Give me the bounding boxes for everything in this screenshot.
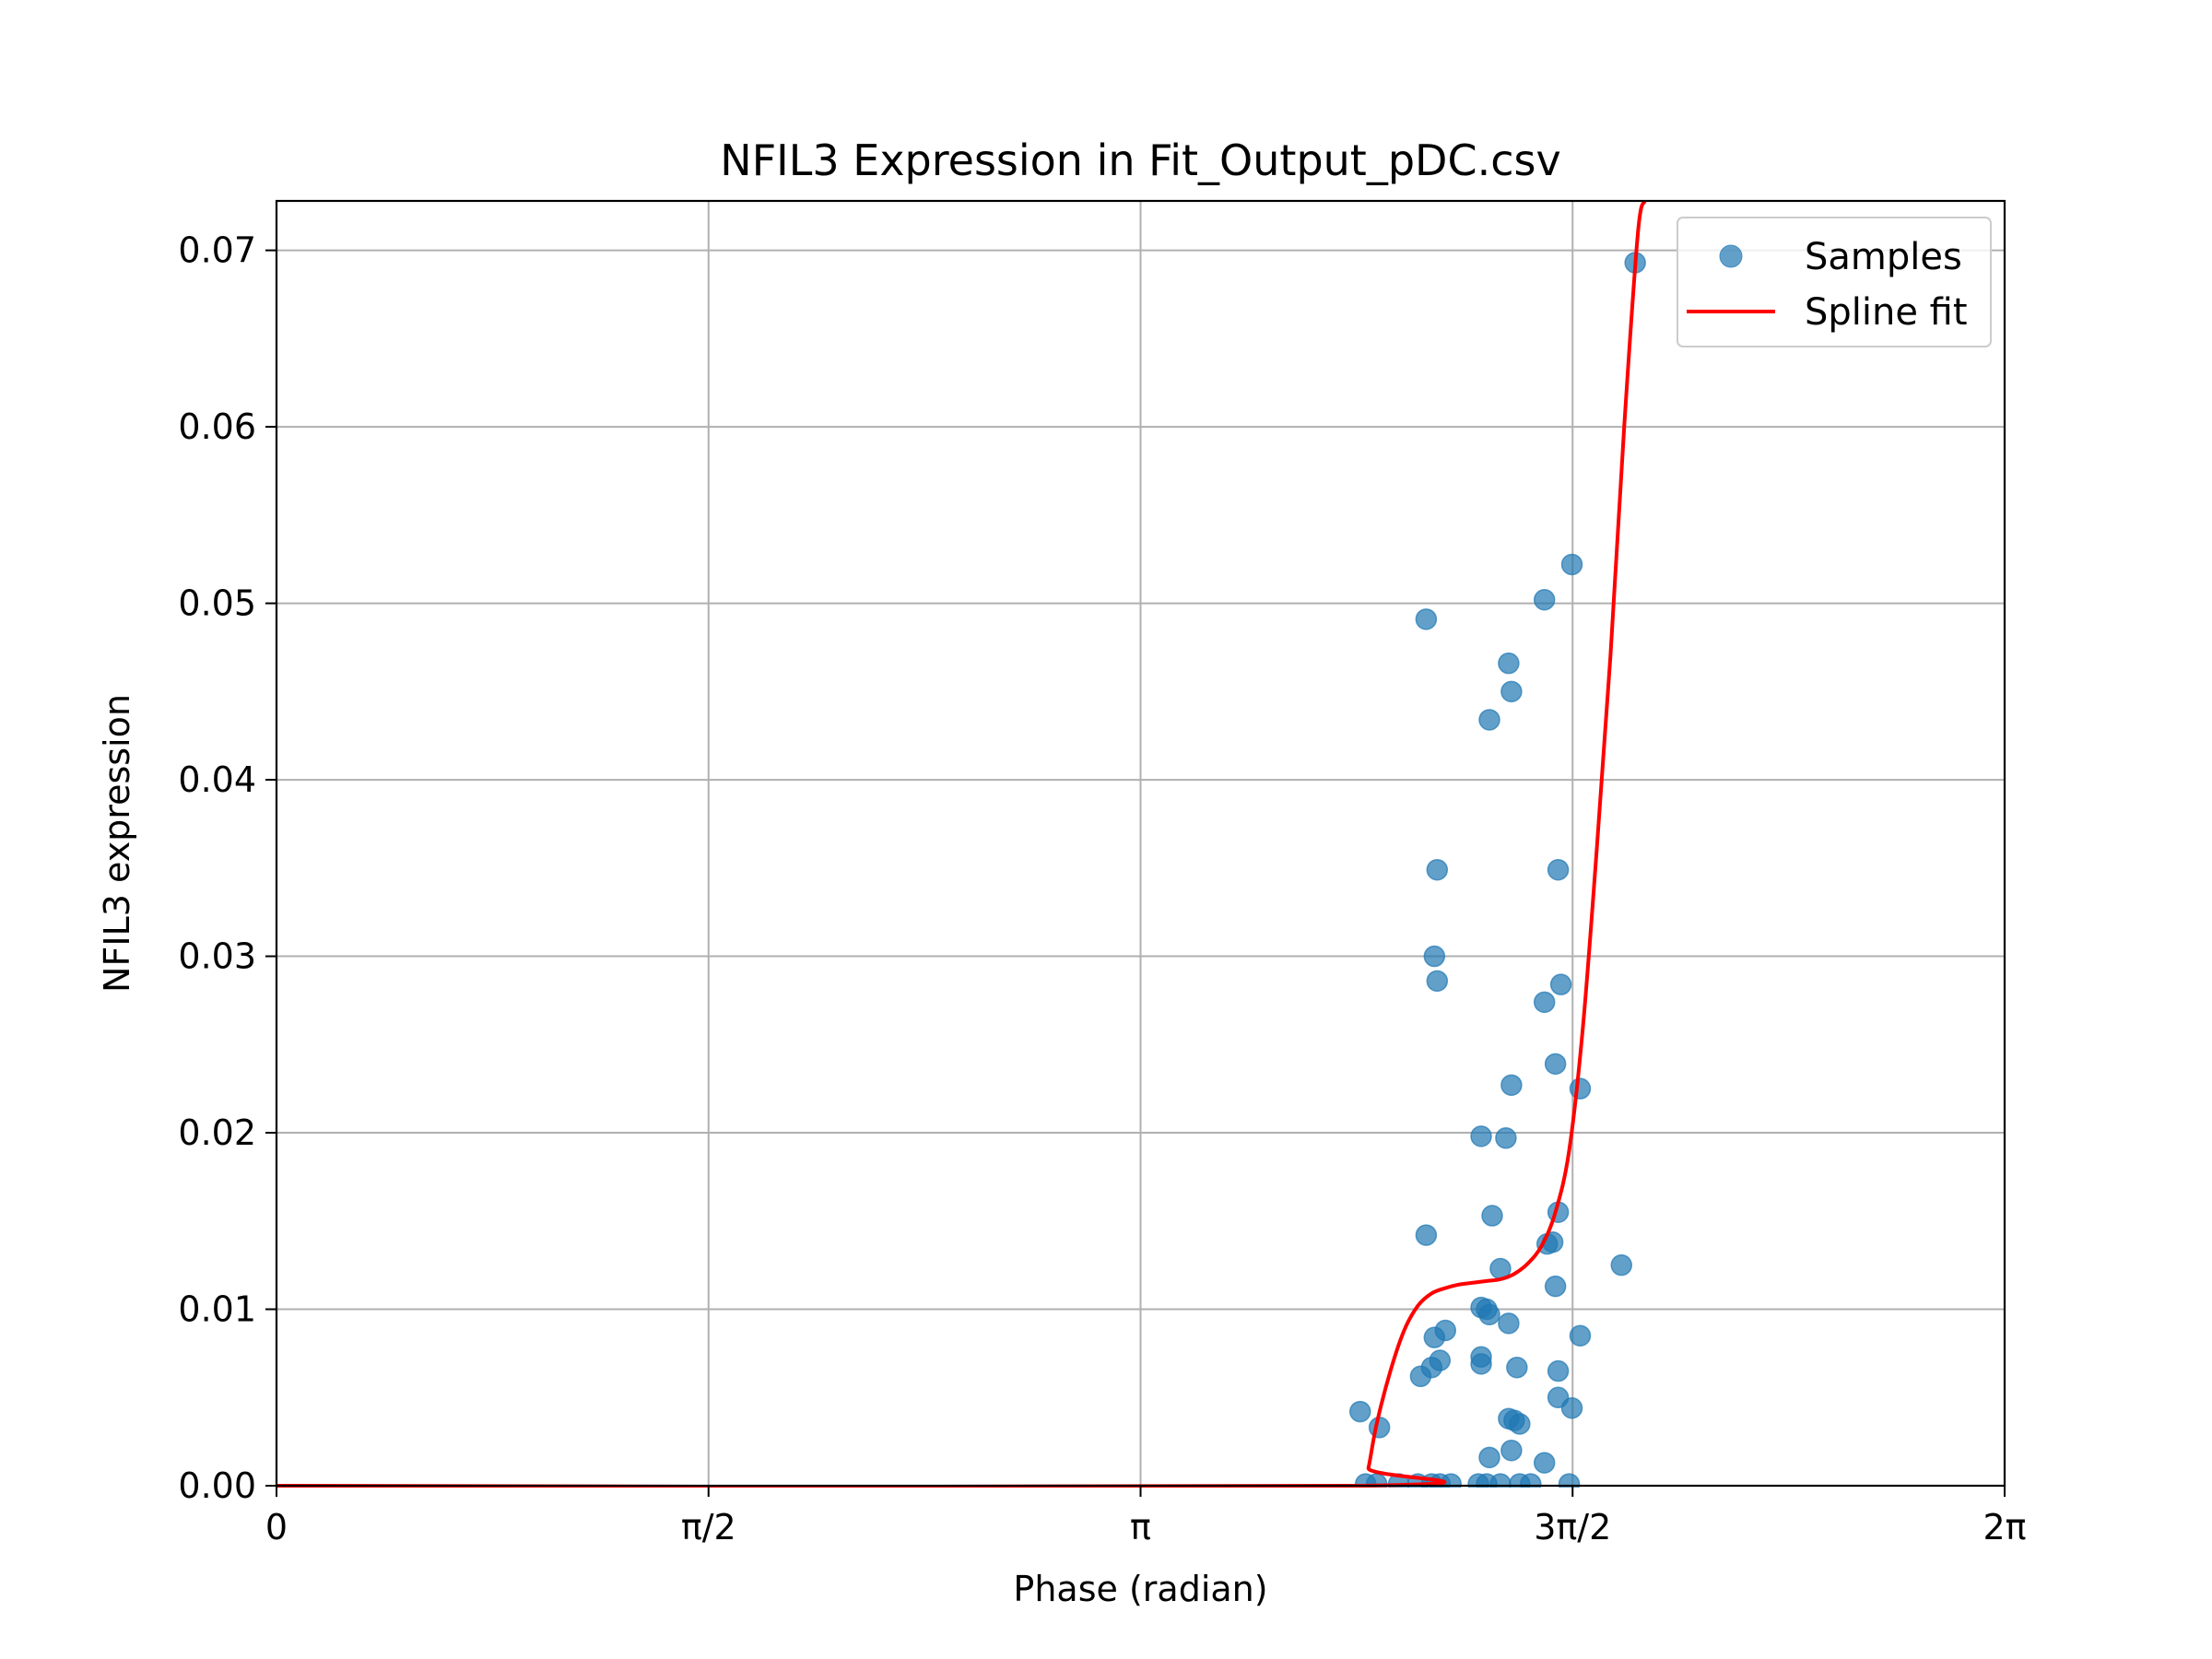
scatter-point xyxy=(1500,680,1523,703)
scatter-point xyxy=(1533,1452,1556,1474)
y-tick-label: 0.02 xyxy=(178,1112,256,1153)
scatter-point xyxy=(1478,1446,1500,1469)
y-axis-label: NFIL3 expression xyxy=(97,694,137,993)
scatter-point xyxy=(1349,1400,1371,1423)
scatter-point xyxy=(1549,973,1572,995)
scatter-point xyxy=(1544,1053,1567,1076)
x-tick-label: π/2 xyxy=(681,1507,736,1547)
scatter-point xyxy=(1506,1356,1528,1379)
scatter-point xyxy=(1533,589,1556,611)
legend-marker-samples xyxy=(1719,244,1743,268)
chart-title: NFIL3 Expression in Fit_Output_pDC.csv xyxy=(720,135,1560,185)
legend: Samples Spline fit xyxy=(1677,217,1992,347)
scatter-point xyxy=(1498,652,1520,675)
scatter-point xyxy=(1481,1205,1503,1227)
scatter-point xyxy=(1426,970,1449,993)
grid xyxy=(276,201,2006,1487)
scatter-point xyxy=(1500,1074,1523,1097)
scatter-point xyxy=(1498,1312,1520,1335)
scatter-point xyxy=(1415,1224,1438,1246)
scatter-point xyxy=(1423,945,1446,968)
scatter-point xyxy=(1533,991,1556,1014)
scatter-point xyxy=(1544,1275,1567,1298)
scatter-point xyxy=(1547,1359,1570,1382)
scatter-point xyxy=(1426,858,1449,881)
scatter-point xyxy=(1500,1439,1523,1462)
scatter-point xyxy=(1415,608,1438,630)
legend-label-samples: Samples xyxy=(1805,236,1962,278)
scatter-point xyxy=(1478,709,1500,731)
scatter-point xyxy=(1478,1303,1500,1326)
y-tick-label: 0.01 xyxy=(178,1289,256,1330)
scatter-point xyxy=(1470,1125,1492,1147)
spline-fit-line xyxy=(276,200,1647,1488)
scatter-point xyxy=(1547,858,1570,881)
x-axis-label: Phase (radian) xyxy=(1013,1569,1267,1609)
legend-box xyxy=(1677,217,1992,347)
scatter-point xyxy=(1560,1396,1583,1419)
legend-label-spline: Spline fit xyxy=(1805,291,1968,334)
axis-ticks: 0 π/2 π 3π/2 2π 0.00 0.01 0.02 0.03 0.04 0.05 0.06 0… xyxy=(178,230,2026,1547)
y-tick-label: 0.05 xyxy=(178,583,256,624)
scatter-point xyxy=(1610,1253,1632,1277)
y-tick-label: 0.04 xyxy=(178,759,256,800)
scatter-point xyxy=(1409,1365,1432,1388)
x-tick-label: 0 xyxy=(265,1507,288,1547)
y-tick-label: 0.06 xyxy=(178,406,256,447)
scatter-point xyxy=(1495,1127,1517,1149)
y-tick-label: 0.03 xyxy=(178,936,256,977)
y-tick-label: 0.00 xyxy=(178,1465,256,1506)
scatter-point xyxy=(1520,1473,1542,1488)
x-tick-label: 2π xyxy=(1983,1507,2026,1547)
scatter-point xyxy=(1423,1326,1446,1348)
scatter-point xyxy=(1470,1353,1492,1375)
scatter-point xyxy=(1569,1324,1592,1347)
scatter-point xyxy=(1560,553,1583,576)
scatter-point xyxy=(1558,1473,1581,1488)
plot-area xyxy=(276,200,1647,1488)
x-tick-label: π xyxy=(1130,1507,1151,1547)
scatter-point xyxy=(1509,1413,1531,1435)
scatter-point xyxy=(1368,1417,1391,1439)
x-tick-label: 3π/2 xyxy=(1534,1507,1611,1547)
scatter-point xyxy=(1569,1077,1592,1100)
y-tick-label: 0.07 xyxy=(178,230,256,271)
